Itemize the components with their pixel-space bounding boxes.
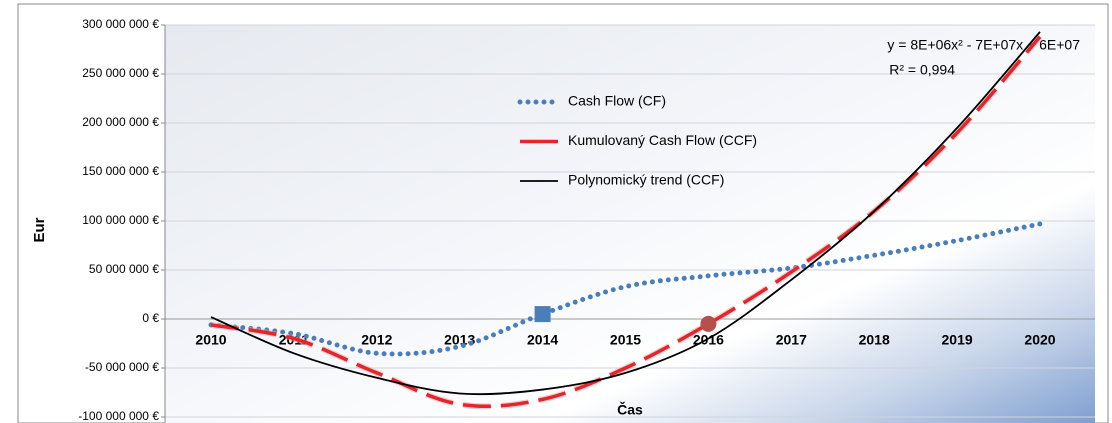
y-tick-label: 200 000 000 € bbox=[82, 115, 159, 129]
x-tick-label: 2013 bbox=[444, 332, 475, 348]
highlight-marker bbox=[534, 306, 551, 323]
x-axis-label: Čas bbox=[617, 401, 643, 418]
y-tick-label: 150 000 000 € bbox=[82, 164, 159, 178]
x-tick-label: 2014 bbox=[527, 332, 558, 348]
legend-label: Cash Flow (CF) bbox=[568, 93, 666, 109]
y-tick-label: 0 € bbox=[142, 311, 159, 325]
y-tick-label: -100 000 000 € bbox=[78, 409, 159, 423]
trend-equation: y = 8E+06x² - 7E+07x + 6E+07 bbox=[887, 37, 1080, 53]
x-tick-label: 2012 bbox=[361, 332, 392, 348]
series-line bbox=[210, 35, 1042, 409]
y-tick-label: 50 000 000 € bbox=[89, 262, 159, 276]
y-axis-label: Eur bbox=[31, 217, 48, 242]
legend-label: Kumulovaný Cash Flow (CCF) bbox=[568, 132, 757, 148]
y-tick-label: -50 000 000 € bbox=[85, 360, 159, 374]
plot-area bbox=[165, 25, 1095, 423]
highlight-marker bbox=[700, 315, 717, 332]
legend-label: Polynomický trend (CCF) bbox=[568, 172, 724, 188]
x-tick-label: 2019 bbox=[942, 332, 973, 348]
y-tick-label: 250 000 000 € bbox=[82, 66, 159, 80]
y-tick-label: 300 000 000 € bbox=[82, 17, 159, 31]
x-tick-label: 2017 bbox=[776, 332, 807, 348]
r-squared: R² = 0,994 bbox=[889, 62, 955, 78]
x-tick-label: 2015 bbox=[610, 332, 641, 348]
series-line bbox=[210, 31, 1041, 396]
y-tick-label: 100 000 000 € bbox=[82, 213, 159, 227]
x-tick-label: 2010 bbox=[195, 332, 226, 348]
x-tick-label: 2018 bbox=[859, 332, 890, 348]
x-tick-label: 2020 bbox=[1024, 332, 1055, 348]
series-line bbox=[208, 221, 1043, 357]
